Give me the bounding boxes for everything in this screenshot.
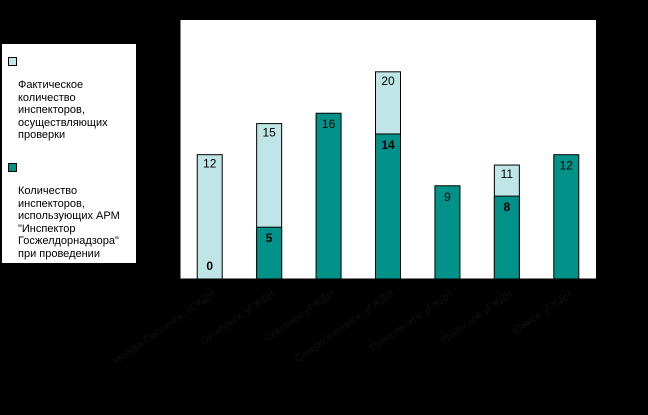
legend: Фактическое количество инспекторов, осущ…	[1, 43, 137, 272]
data-label-arm: 16	[322, 117, 336, 131]
data-label-arm: 14	[381, 138, 395, 152]
data-label-arm: 0	[206, 259, 213, 273]
data-label-arm: 9	[444, 190, 451, 204]
legend-label-actual: Фактическое количество инспекторов, осущ…	[18, 79, 108, 141]
legend-swatch-actual	[8, 57, 17, 66]
data-label-actual: 20	[381, 74, 395, 88]
bar-arm	[434, 185, 461, 280]
bar-actual	[196, 154, 223, 280]
data-label-actual: 11	[501, 167, 514, 181]
data-label-actual: 15	[262, 126, 276, 140]
data-label-arm: 12	[560, 159, 574, 173]
legend-item-arm: Количество инспекторов, использующих АРМ…	[8, 160, 130, 273]
bar-arm	[493, 195, 520, 280]
bar-arm	[553, 154, 580, 280]
bar-arm	[315, 112, 342, 280]
data-label-arm: 5	[266, 231, 273, 245]
legend-label-arm: Количество инспекторов, использующих АРМ…	[18, 185, 120, 272]
legend-item-actual: Фактическое количество инспекторов, осущ…	[8, 54, 130, 142]
legend-swatch-arm	[8, 163, 17, 172]
data-label-arm: 8	[504, 200, 511, 214]
data-label-actual: 12	[203, 157, 217, 171]
bar-arm	[256, 226, 283, 280]
bar-arm	[375, 133, 401, 280]
